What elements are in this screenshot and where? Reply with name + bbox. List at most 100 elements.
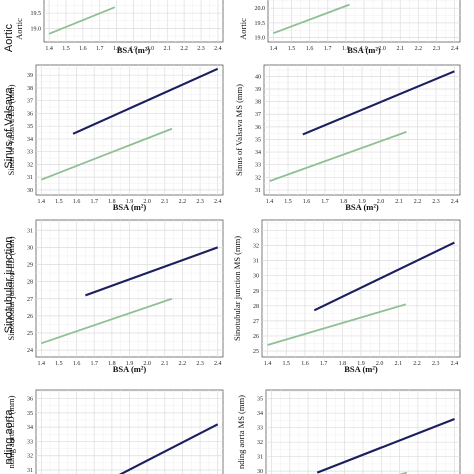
series-line-light xyxy=(273,3,350,35)
x-tick-label: 2.4 xyxy=(451,199,459,205)
y-tick-label: 31 xyxy=(255,188,261,194)
y-tick-label: 35 xyxy=(255,137,261,143)
y-tick-label: 38 xyxy=(27,86,33,92)
series-line-light xyxy=(41,297,173,345)
y-tick-label: 30 xyxy=(27,245,33,251)
y-tick-label: 30 xyxy=(27,188,33,194)
x-axis-label: BSA (m²) xyxy=(344,364,378,374)
x-tick-label: 1.7 xyxy=(90,199,98,205)
panel-6: 30313233343536nding aorta ED (mm) xyxy=(6,389,224,474)
y-axis-label: Aortic xyxy=(14,18,24,40)
x-tick-label: 1.8 xyxy=(108,199,116,205)
panel-5: 25 26 27 28 29 30 31 32 33 1.4 1.5 1.6 1.7 1.8 1.9 2.0 2… xyxy=(232,219,461,374)
y-tick-label: 35 xyxy=(27,124,33,130)
y-tick-label: 19.0 xyxy=(255,36,266,42)
x-tick-label: 1.7 xyxy=(321,199,329,205)
x-tick-label: 2.3 xyxy=(196,361,204,367)
plot-area xyxy=(268,0,460,42)
x-tick-label: 2.1 xyxy=(161,361,169,367)
y-tick-label: 26 xyxy=(27,314,33,320)
x-tick-label: 1.8 xyxy=(339,361,347,367)
x-tick-label: 1.4 xyxy=(264,361,272,367)
series-line-dark xyxy=(313,241,455,312)
x-tick-label: 2.1 xyxy=(395,361,403,367)
x-tick-label: 2.0 xyxy=(143,199,151,205)
y-tick-label: 33 xyxy=(253,229,259,235)
x-tick-label: 2.4 xyxy=(451,361,459,367)
x-tick-label: 2.3 xyxy=(433,46,441,52)
panel-2: 30 31 32 33 34 35 36 37 38 39 1.4 1.5 1.6 1.7 1.8 1.9 2.… xyxy=(6,64,224,212)
x-tick-label: 2.3 xyxy=(432,199,440,205)
x-tick-label: 1.5 xyxy=(288,46,296,52)
x-tick-label: 1.9 xyxy=(360,46,368,52)
series-line-light xyxy=(48,6,116,35)
x-tick-label: 2.0 xyxy=(378,46,386,52)
y-tick-label: 39 xyxy=(255,87,261,93)
y-tick-label: 26 xyxy=(253,334,259,340)
y-tick-label: 19.0 xyxy=(31,26,42,32)
series-line-dark xyxy=(316,418,455,474)
y-tick-label: 40 xyxy=(255,74,261,80)
y-tick-label: 34 xyxy=(27,137,33,143)
y-axis-label: nding aorta MS (mm) xyxy=(236,395,246,469)
x-tick-label: 1.8 xyxy=(108,361,116,367)
x-tick-label: 1.4 xyxy=(38,361,46,367)
panel-7: 29303132333435nding aorta MS (mm) xyxy=(236,389,461,474)
y-tick-label: 33 xyxy=(257,426,263,432)
y-tick-label: 34 xyxy=(27,425,33,431)
y-axis-label: Aortic xyxy=(238,18,248,40)
x-tick-label: 1.4 xyxy=(45,46,53,52)
y-tick-label: 38 xyxy=(255,100,261,106)
row-label-sinus: Sinus of Valsava xyxy=(3,87,15,169)
x-tick-label: 1.7 xyxy=(324,46,332,52)
y-tick-label: 31 xyxy=(27,228,33,234)
x-tick-label: 2.4 xyxy=(214,46,222,52)
x-axis-label: BSA (m²) xyxy=(113,364,147,374)
y-tick-label: 27 xyxy=(253,319,259,325)
y-tick-label: 37 xyxy=(27,99,33,105)
x-tick-label: 1.6 xyxy=(79,46,87,52)
panel-4: 24 25 26 27 28 29 30 31 1.4 1.5 1.6 1.7 1.8 1.9 2.0 2.1… xyxy=(6,219,224,374)
x-tick-label: 1.9 xyxy=(130,46,138,52)
x-tick-label: 2.1 xyxy=(395,199,403,205)
x-tick-label: 1.4 xyxy=(266,199,274,205)
y-tick-label: 29 xyxy=(253,289,259,295)
panel-3: 31 32 33 34 35 36 37 38 39 40 1.4 1.5 1.6 1.7 1.8 1.9 2.… xyxy=(234,64,461,212)
x-tick-label: 1.7 xyxy=(96,46,104,52)
y-tick-label: 30 xyxy=(257,469,263,474)
y-tick-label: 30 xyxy=(253,274,259,280)
x-tick-label: 2.4 xyxy=(214,199,222,205)
y-tick-label: 25 xyxy=(27,331,33,337)
x-tick-label: 1.9 xyxy=(126,199,134,205)
row-label-sinotubular: Sinotubular junction xyxy=(3,237,15,334)
series-line-dark xyxy=(85,246,219,297)
x-axis-label: BSA (m²) xyxy=(347,45,381,55)
x-tick-label: 1.5 xyxy=(55,199,63,205)
y-tick-label: 37 xyxy=(255,112,261,118)
x-tick-label: 2.2 xyxy=(179,199,187,205)
y-tick-label: 34 xyxy=(255,150,261,156)
plot-area xyxy=(266,390,460,474)
y-tick-label: 25 xyxy=(253,349,259,355)
y-axis-label: Sinus of Valsava ED (mm) xyxy=(6,84,16,175)
x-tick-label: 1.7 xyxy=(90,361,98,367)
y-axis-label: nding aorta ED (mm) xyxy=(6,395,16,468)
x-tick-label: 1.8 xyxy=(342,46,350,52)
y-tick-label: 33 xyxy=(255,163,261,169)
y-tick-label: 33 xyxy=(27,439,33,445)
y-tick-label: 32 xyxy=(253,244,259,250)
panels: 19.0 19.5 1.4 1.5 1.6 1.7 1.8 1.9 2.0 2.1 2.2 2.3 2.… xyxy=(6,0,461,474)
x-tick-label: 1.6 xyxy=(73,361,81,367)
x-tick-label: 1.5 xyxy=(283,361,291,367)
y-tick-label: 36 xyxy=(255,125,261,131)
x-axis-label: BSA (m²) xyxy=(117,45,151,55)
y-tick-label: 31 xyxy=(27,175,33,181)
y-axis-label: Sinotubular junction MS (mm) xyxy=(232,236,242,341)
x-tick-label: 1.9 xyxy=(126,361,134,367)
x-tick-label: 2.3 xyxy=(196,199,204,205)
series-line-dark xyxy=(72,67,219,135)
panel-0: 19.0 19.5 1.4 1.5 1.6 1.7 1.8 1.9 2.0 2.1 2.2 2.3 2.… xyxy=(14,0,224,55)
y-axis-label: Sinotubular junction ED (mm) xyxy=(6,236,16,340)
plot-area xyxy=(36,220,223,357)
